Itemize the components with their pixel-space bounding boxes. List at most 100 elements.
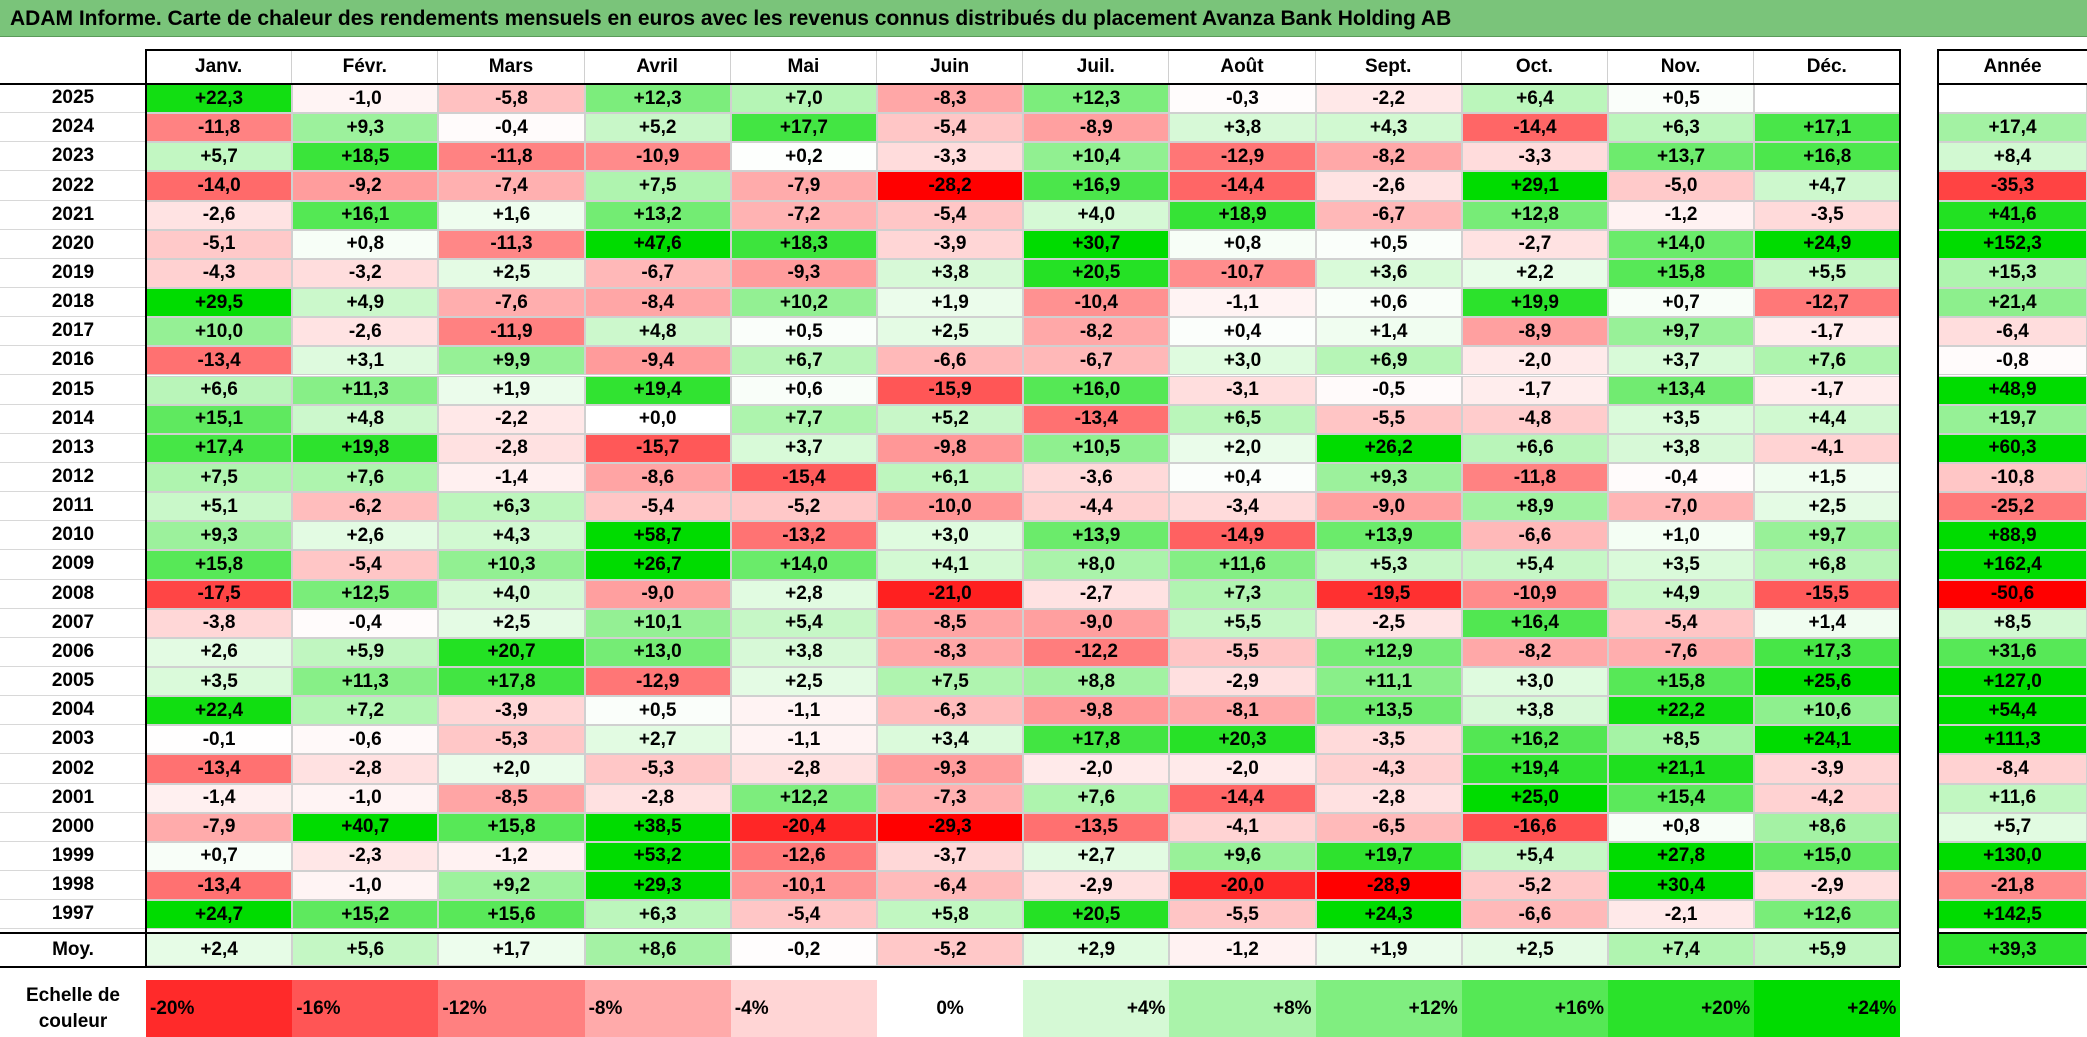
heatmap-cell: +18,9 xyxy=(1169,200,1316,230)
heatmap-cell: +2,5 xyxy=(1754,492,1901,522)
row-label: 1998 xyxy=(0,871,146,901)
heatmap-cell: +3,0 xyxy=(1169,346,1316,376)
heatmap-cell: +1,9 xyxy=(877,288,1024,318)
row-label: 2003 xyxy=(0,725,146,755)
heatmap-cell: -2,2 xyxy=(1315,84,1462,114)
heatmap-cell: -5,4 xyxy=(1608,608,1755,638)
heatmap-cell: +2,2 xyxy=(1461,258,1608,289)
year-cell: +152,3 xyxy=(1938,229,2087,259)
heatmap-cell: -21,0 xyxy=(877,579,1024,609)
heatmap-cell: +9,3 xyxy=(292,113,439,143)
heatmap-cell: +15,4 xyxy=(1608,783,1755,813)
heatmap-cell: -1,1 xyxy=(1169,288,1316,318)
heatmap-cell: +0,8 xyxy=(1608,812,1755,842)
table-right-border xyxy=(1899,49,1902,967)
heatmap-cell: -11,8 xyxy=(1461,462,1608,493)
heatmap-cell: +14,0 xyxy=(730,550,877,580)
heatmap-cell: +7,2 xyxy=(292,696,439,726)
heatmap-cell: +5,9 xyxy=(292,637,439,667)
heatmap-cell: -14,9 xyxy=(1169,521,1316,551)
heatmap-cell: +6,3 xyxy=(438,492,585,522)
average-cell: +2,5 xyxy=(1461,933,1608,966)
row-label: 1999 xyxy=(0,841,146,872)
heatmap-cell: -15,5 xyxy=(1754,579,1901,609)
heatmap-cell: +7,3 xyxy=(1169,579,1316,609)
heatmap-cell: -5,0 xyxy=(1608,171,1755,201)
heatmap-cell: -9,3 xyxy=(730,258,877,289)
heatmap-cell: +6,8 xyxy=(1754,550,1901,580)
heatmap-cell: -11,8 xyxy=(438,142,585,172)
year-cell: +17,4 xyxy=(1938,113,2087,143)
heatmap-cell: -13,2 xyxy=(730,521,877,551)
heatmap-cell: +14,0 xyxy=(1608,229,1755,259)
heatmap-cell: +17,3 xyxy=(1754,637,1901,667)
heatmap-cell: -10,9 xyxy=(584,142,731,172)
heatmap-cell: -13,4 xyxy=(146,871,293,901)
heatmap-cell: -1,7 xyxy=(1461,375,1608,405)
heatmap-cell: +9,7 xyxy=(1608,317,1755,347)
heatmap-cell: +12,5 xyxy=(292,579,439,609)
heatmap-cell: +3,8 xyxy=(730,637,877,667)
heatmap-cell: -17,5 xyxy=(146,579,293,609)
row-label: 2018 xyxy=(0,288,146,318)
year-cell xyxy=(1938,84,2087,114)
heatmap-cell: +11,3 xyxy=(292,375,439,405)
year-cell: -35,3 xyxy=(1938,171,2087,201)
heatmap-cell: +24,9 xyxy=(1754,229,1901,259)
average-cell: +1,7 xyxy=(438,933,585,966)
heatmap-cell: +1,0 xyxy=(1608,521,1755,551)
heatmap-cell: -4,1 xyxy=(1754,433,1901,463)
heatmap-cell: +1,4 xyxy=(1754,608,1901,638)
heatmap-cell: +12,2 xyxy=(730,783,877,813)
heatmap-cell: +6,3 xyxy=(584,900,731,930)
heatmap-cell: -6,3 xyxy=(877,696,1024,726)
year-header: Année xyxy=(1938,49,2087,84)
heatmap-cell: +25,0 xyxy=(1461,783,1608,813)
heatmap-cell: +4,0 xyxy=(438,579,585,609)
scale-swatch: -16% xyxy=(292,980,439,1037)
heatmap-cell: +19,8 xyxy=(292,433,439,463)
heatmap-cell: -2,5 xyxy=(1315,608,1462,638)
heatmap-cell: +5,5 xyxy=(1169,608,1316,638)
heatmap-cell: +1,9 xyxy=(438,375,585,405)
heatmap-cell: +8,6 xyxy=(1754,812,1901,842)
heatmap-cell: +58,7 xyxy=(584,521,731,551)
heatmap-cell: +19,4 xyxy=(584,375,731,405)
row-label: 2007 xyxy=(0,608,146,638)
heatmap-cell: -2,8 xyxy=(438,433,585,463)
heatmap-cell: +29,5 xyxy=(146,288,293,318)
heatmap-cell: -9,0 xyxy=(584,579,731,609)
heatmap-cell: +19,4 xyxy=(1461,754,1608,784)
row-label: 2008 xyxy=(0,579,146,609)
heatmap-cell: -16,6 xyxy=(1461,812,1608,842)
row-label: 2024 xyxy=(0,113,146,143)
heatmap-cell: +11,3 xyxy=(292,667,439,697)
heatmap-cell: -1,0 xyxy=(292,84,439,114)
heatmap-cell: +1,5 xyxy=(1754,462,1901,493)
heatmap-cell: -2,8 xyxy=(1315,783,1462,813)
heatmap-cell: +16,8 xyxy=(1754,142,1901,172)
heatmap-cell: -6,5 xyxy=(1315,812,1462,842)
heatmap-cell: -10,1 xyxy=(730,871,877,901)
heatmap-cell: +6,3 xyxy=(1608,113,1755,143)
heatmap-cell: -12,7 xyxy=(1754,288,1901,318)
month-header: Oct. xyxy=(1461,49,1608,84)
heatmap-cell: -3,7 xyxy=(877,841,1024,872)
heatmap-cell: -3,5 xyxy=(1315,725,1462,755)
heatmap-cell: +2,0 xyxy=(438,754,585,784)
heatmap-cell: -5,2 xyxy=(730,492,877,522)
year-cell: -50,6 xyxy=(1938,579,2087,609)
heatmap-cell: -14,0 xyxy=(146,171,293,201)
heatmap-cell: +16,1 xyxy=(292,200,439,230)
heatmap-cell: +6,7 xyxy=(730,346,877,376)
heatmap-cell: +13,9 xyxy=(1315,521,1462,551)
heatmap-cell: +24,3 xyxy=(1315,900,1462,930)
heatmap-cell: +12,8 xyxy=(1461,200,1608,230)
year-cell: +142,5 xyxy=(1938,900,2087,930)
heatmap-cell: -5,8 xyxy=(438,84,585,114)
average-cell: +8,6 xyxy=(584,933,731,966)
heatmap-cell: -2,1 xyxy=(1608,900,1755,930)
heatmap-cell: -9,2 xyxy=(292,171,439,201)
heatmap-cell: +15,8 xyxy=(1608,667,1755,697)
heatmap-cell: -8,9 xyxy=(1023,113,1170,143)
